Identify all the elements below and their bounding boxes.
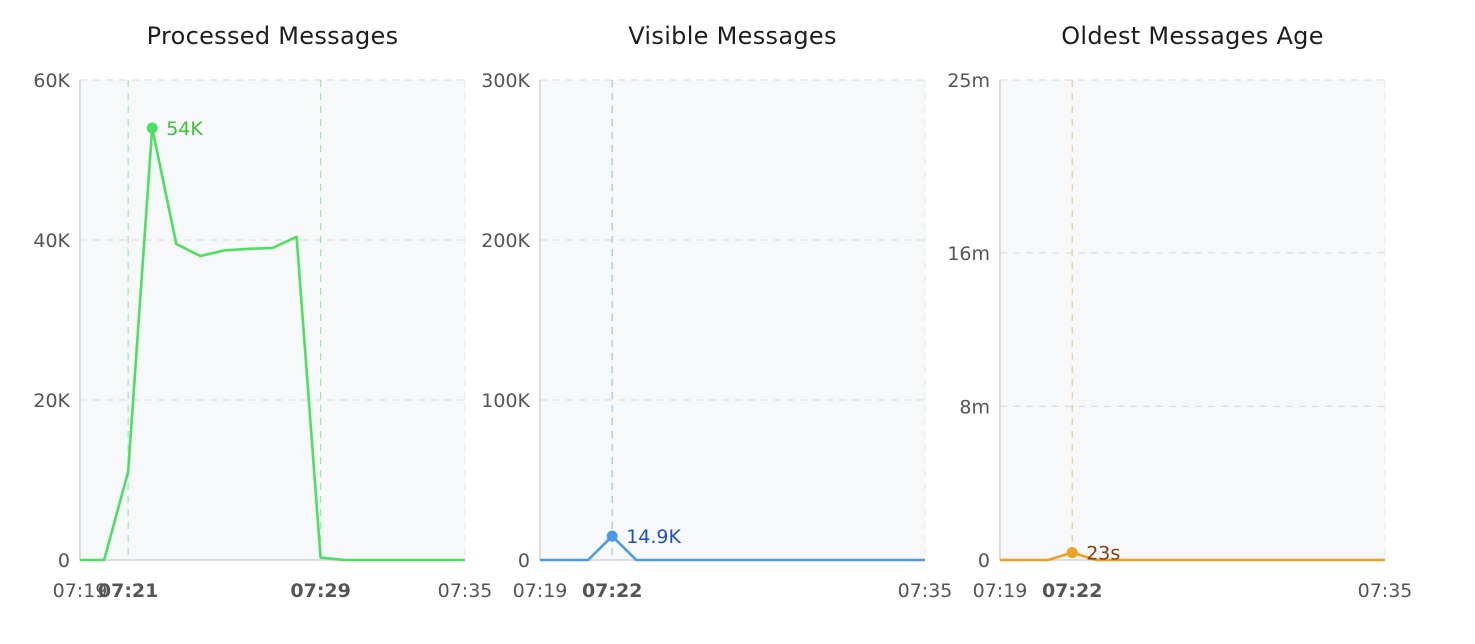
y-tick-label: 300K bbox=[481, 70, 530, 92]
x-tick-label: 07:22 bbox=[1042, 580, 1102, 602]
y-tick-label: 200K bbox=[481, 230, 530, 252]
y-tick-label: 20K bbox=[33, 390, 70, 412]
y-tick-label: 16m bbox=[947, 243, 990, 265]
chart-title: Oldest Messages Age bbox=[1061, 22, 1324, 50]
plot-area bbox=[1000, 80, 1385, 560]
peak-point bbox=[606, 530, 618, 542]
x-tick-label: 07:19 bbox=[513, 580, 568, 602]
chart-panel-visible: Visible Messages 0 100K 200K 300K 14.9K 07:19… bbox=[465, 0, 952, 644]
y-tick-label: 0 bbox=[978, 550, 990, 572]
chart-panel-oldest-age: Oldest Messages Age 0 8m 16m 25m 23s 07:19 07:… bbox=[925, 0, 1475, 644]
x-tick-label: 07:19 bbox=[53, 580, 108, 602]
peak-label: 54K bbox=[166, 118, 203, 140]
y-tick-label: 60K bbox=[33, 70, 70, 92]
y-tick-label: 8m bbox=[959, 396, 990, 418]
series-line bbox=[540, 534, 925, 562]
y-tick-label: 0 bbox=[58, 550, 70, 572]
plot-area bbox=[540, 80, 925, 560]
chart-title: Visible Messages bbox=[628, 22, 837, 50]
plot-area bbox=[80, 80, 465, 560]
x-tick-label: 07:35 bbox=[438, 580, 493, 602]
series-line bbox=[1000, 551, 1385, 562]
y-tick-label: 100K bbox=[481, 390, 530, 412]
series-line bbox=[80, 126, 465, 562]
peak-label: 23s bbox=[1086, 543, 1120, 565]
y-tick-label: 0 bbox=[518, 550, 530, 572]
peak-point bbox=[146, 122, 158, 134]
x-tick-label: 07:29 bbox=[290, 580, 350, 602]
peak-label: 14.9K bbox=[626, 526, 681, 548]
x-tick-label: 07:22 bbox=[582, 580, 642, 602]
visible-messages-chart: 0 100K 200K 300K 14.9K 07:19 07:22 07:35 bbox=[481, 70, 952, 602]
y-tick-label: 40K bbox=[33, 230, 70, 252]
y-tick-label: 25m bbox=[947, 70, 990, 92]
oldest-messages-age-chart: 0 8m 16m 25m 23s 07:19 07:22 07:35 bbox=[947, 70, 1413, 602]
x-tick-label: 07:35 bbox=[898, 580, 953, 602]
x-tick-label: 07:35 bbox=[1358, 580, 1413, 602]
chart-title: Processed Messages bbox=[146, 22, 399, 50]
chart-panel-processed: Processed Messages 0 20K 40K 60K 54K 07:19 07:… bbox=[0, 0, 492, 644]
peak-point bbox=[1066, 547, 1078, 559]
x-tick-label: 07:21 bbox=[98, 580, 158, 602]
x-tick-label: 07:19 bbox=[973, 580, 1028, 602]
